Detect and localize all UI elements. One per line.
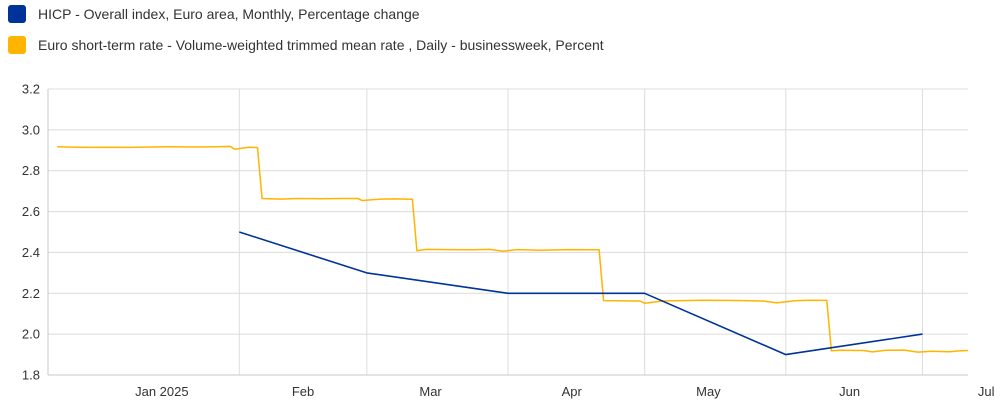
x-tick-label: Jul: [978, 384, 995, 399]
y-tick-label: 3.2: [22, 82, 40, 97]
x-tick-label: Mar: [419, 384, 442, 399]
y-tick-label: 2.2: [22, 286, 40, 301]
x-tick-label: Apr: [562, 384, 583, 399]
legend-item-hicp[interactable]: HICP - Overall index, Euro area, Monthly…: [8, 4, 420, 24]
x-tick-label: Feb: [292, 384, 314, 399]
legend-swatch-hicp: [8, 5, 26, 23]
legend-label-hicp: HICP - Overall index, Euro area, Monthly…: [38, 6, 420, 22]
grid-lines: [47, 88, 968, 376]
x-tick-label: May: [696, 384, 721, 399]
x-tick-label: Jun: [839, 384, 860, 399]
y-tick-label: 3.0: [22, 122, 40, 137]
x-tick-label: Jan 2025: [135, 384, 189, 399]
y-tick-label: 1.8: [22, 368, 40, 383]
legend-swatch-estr: [8, 36, 26, 54]
series-lines: [57, 145, 969, 356]
y-tick-label: 2.4: [22, 245, 40, 260]
y-tick-label: 2.0: [22, 327, 40, 342]
y-tick-label: 2.8: [22, 163, 40, 178]
x-axis: Jan 2025 Feb Mar Apr May Jun Jul: [135, 384, 995, 399]
y-axis: 3.2 3.0 2.8 2.6 2.4 2.2 2.0 1.8: [22, 82, 40, 383]
y-tick-label: 2.6: [22, 204, 40, 219]
legend-item-estr[interactable]: Euro short-term rate - Volume-weighted t…: [8, 35, 604, 55]
legend-label-estr: Euro short-term rate - Volume-weighted t…: [38, 37, 604, 53]
series-line-estr[interactable]: [57, 145, 969, 353]
series-line-hicp[interactable]: [239, 231, 923, 356]
